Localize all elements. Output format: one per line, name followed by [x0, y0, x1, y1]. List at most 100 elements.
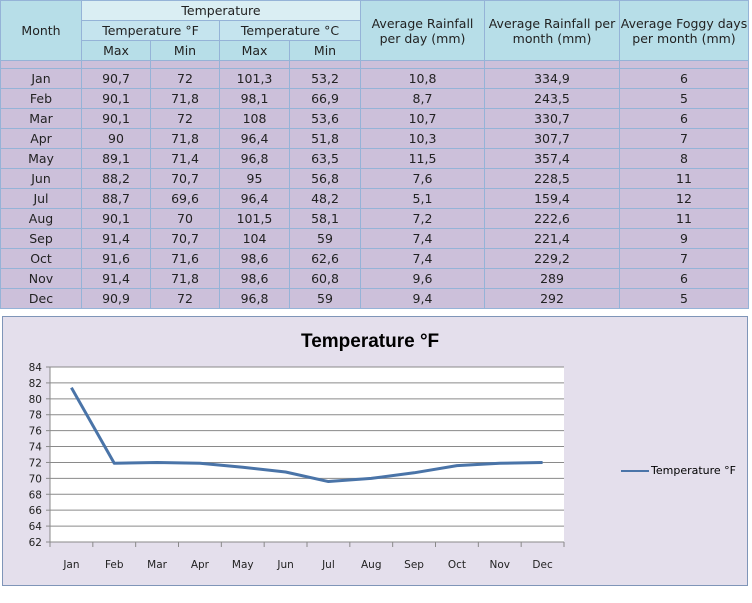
header-month: Month: [0, 0, 82, 61]
x-tick-label: Apr: [191, 559, 210, 571]
header-temp-c: Temperature °C: [219, 20, 361, 41]
table-cell: 101,3: [219, 68, 290, 89]
header-temperature: Temperature: [81, 0, 361, 21]
table-cell: 96,4: [219, 128, 290, 149]
y-tick-label: 62: [29, 537, 42, 549]
table-cell: 8,7: [360, 88, 485, 109]
table-cell: 292: [484, 288, 620, 309]
table-cell: 96,8: [219, 148, 290, 169]
table-cell: 98,6: [219, 268, 290, 289]
table-cell: 72: [150, 108, 220, 129]
x-tick-label: Feb: [105, 559, 124, 571]
table-cell: Mar: [0, 108, 82, 129]
table-cell: Apr: [0, 128, 82, 149]
header-f-max: Max: [81, 40, 151, 61]
x-tick-label: Mar: [147, 559, 167, 571]
table-row: May 89,1 71,4 96,8 63,5 11,5 357,4 8: [0, 148, 749, 169]
x-tick-label: Jul: [321, 559, 335, 571]
table-cell: 71,8: [150, 128, 220, 149]
table-row: Jul 88,7 69,6 96,4 48,2 5,1 159,4 12: [0, 188, 749, 209]
table-cell: 9,6: [360, 268, 485, 289]
table-cell: 89,1: [81, 148, 151, 169]
table-cell: 91,6: [81, 248, 151, 269]
table-cell: 5: [619, 288, 749, 309]
table-cell: May: [0, 148, 82, 169]
table-cell: 7,4: [360, 228, 485, 249]
table-cell: 159,4: [484, 188, 620, 209]
table-cell: 307,7: [484, 128, 620, 149]
table-cell: 63,5: [289, 148, 361, 169]
table-cell: 71,8: [150, 268, 220, 289]
table-row: Feb 90,1 71,8 98,1 66,9 8,7 243,5 5: [0, 88, 749, 109]
table-cell: 7,2: [360, 208, 485, 229]
table-cell: 5: [619, 88, 749, 109]
y-tick-label: 76: [29, 426, 43, 438]
table-cell: Oct: [0, 248, 82, 269]
x-tick-label: Jun: [276, 559, 293, 571]
table-cell: 357,4: [484, 148, 620, 169]
table-cell: Feb: [0, 88, 82, 109]
table-cell: 90,1: [81, 108, 151, 129]
table-cell: 96,4: [219, 188, 290, 209]
table-cell: 91,4: [81, 228, 151, 249]
header-f-min: Min: [150, 40, 220, 61]
x-tick-label: Sep: [404, 559, 424, 571]
line-chart: 62 64 66 68 70 72 74 76 78 80 82 84 Jan Feb Mar Apr May J…: [29, 362, 565, 571]
table-cell: 9: [619, 228, 749, 249]
table-cell: Aug: [0, 208, 82, 229]
table-cell: 7,6: [360, 168, 485, 189]
table-cell: 90,1: [81, 208, 151, 229]
series-line: [70, 386, 543, 484]
table-row: Apr 90 71,8 96,4 51,8 10,3 307,7 7: [0, 128, 749, 149]
chart-area: Temperature °F 62 64 66 68 70 72 74 76 78 80 82 84 J…: [2, 316, 748, 586]
table-cell: 228,5: [484, 168, 620, 189]
table-cell: 104: [219, 228, 290, 249]
table-cell: 98,1: [219, 88, 290, 109]
x-tick-label: Aug: [361, 559, 382, 571]
table-cell: 60,8: [289, 268, 361, 289]
table-cell: 98,6: [219, 248, 290, 269]
table-cell: 221,4: [484, 228, 620, 249]
table-cell: 11: [619, 168, 749, 189]
table-cell: 70,7: [150, 168, 220, 189]
y-tick-label: 66: [29, 505, 43, 517]
table-cell: 90,7: [81, 68, 151, 89]
table-cell: 7: [619, 248, 749, 269]
table-cell: 7: [619, 128, 749, 149]
table-cell: 334,9: [484, 68, 620, 89]
table-cell: Sep: [0, 228, 82, 249]
table-row: Oct 91,6 71,6 98,6 62,6 7,4 229,2 7: [0, 248, 749, 269]
table-cell: 71,8: [150, 88, 220, 109]
table-cell: 88,7: [81, 188, 151, 209]
table-row: Jan 90,7 72 101,3 53,2 10,8 334,9 6: [0, 68, 749, 89]
table-cell: 108: [219, 108, 290, 129]
x-tick-label: Oct: [448, 559, 466, 571]
table-cell: Jan: [0, 68, 82, 89]
header-rain-day: Average Rainfall per day (mm): [360, 0, 485, 61]
table-cell: Dec: [0, 288, 82, 309]
table-cell: 11,5: [360, 148, 485, 169]
table-cell: 56,8: [289, 168, 361, 189]
table-cell: 229,2: [484, 248, 620, 269]
table-cell: 70,7: [150, 228, 220, 249]
table-cell: 72: [150, 68, 220, 89]
y-tick-label: 80: [29, 394, 42, 406]
legend-label: Temperature °F: [651, 464, 737, 477]
table-cell: 48,2: [289, 188, 361, 209]
table-cell: 72: [150, 288, 220, 309]
legend-swatch: [621, 469, 649, 472]
table-row: Mar 90,1 72 108 53,6 10,7 330,7 6: [0, 108, 749, 129]
table-cell: 59: [289, 288, 361, 309]
table-cell: 11: [619, 208, 749, 229]
table-cell: 96,8: [219, 288, 290, 309]
table-cell: 62,6: [289, 248, 361, 269]
header-foggy: Average Foggy days per month (mm): [619, 0, 749, 61]
x-tick-label: Nov: [490, 559, 511, 571]
table-cell: Jul: [0, 188, 82, 209]
x-tick-label: Dec: [532, 559, 553, 571]
y-tick-label: 68: [29, 489, 42, 501]
table-cell: 66,9: [289, 88, 361, 109]
table-cell: 90,1: [81, 88, 151, 109]
table-cell: 12: [619, 188, 749, 209]
table-cell: 90: [81, 128, 151, 149]
